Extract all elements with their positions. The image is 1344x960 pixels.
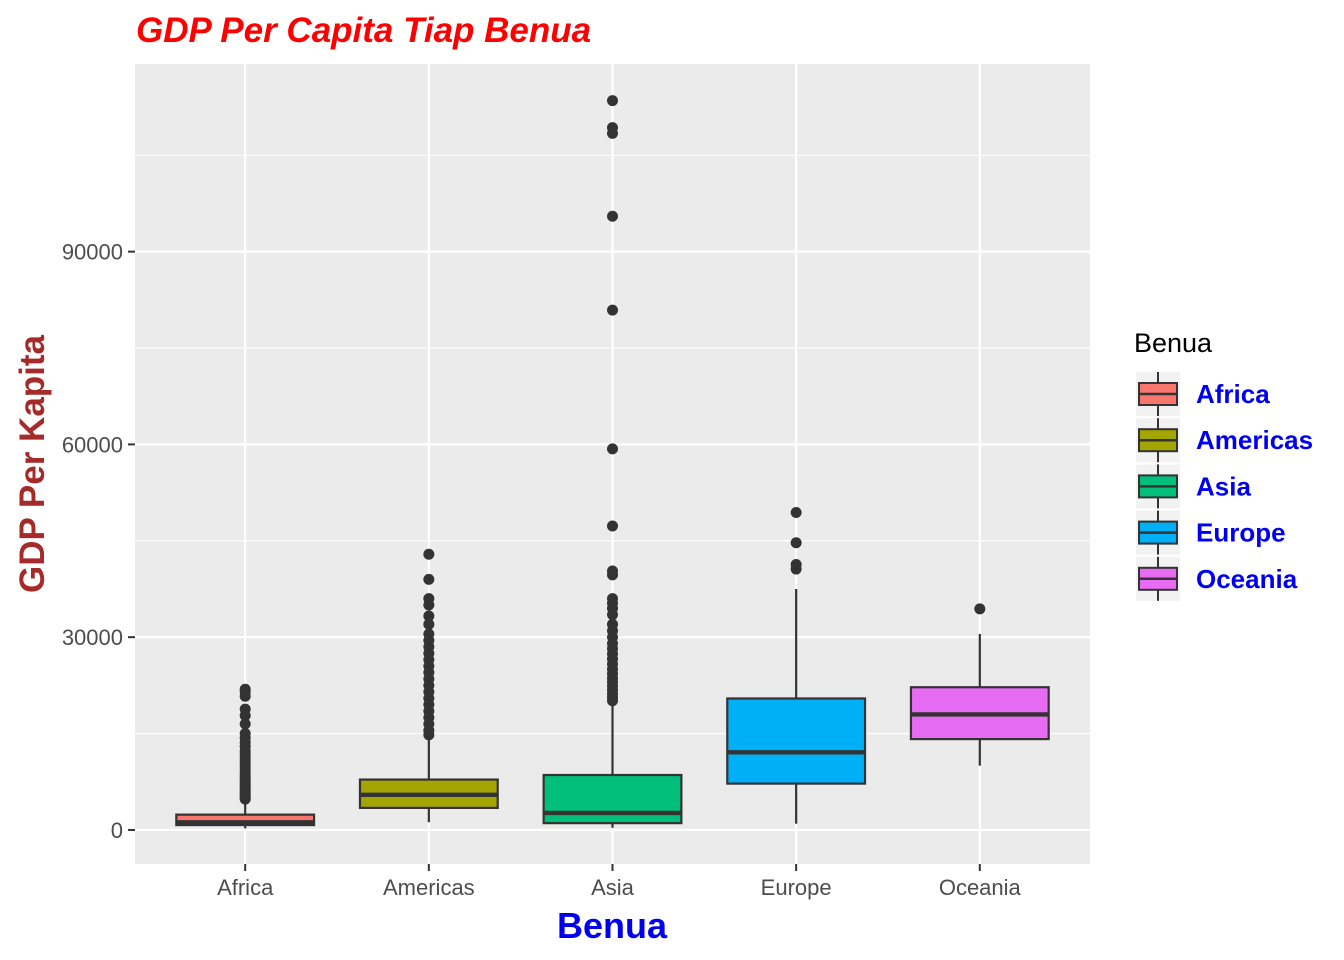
- outlier-point: [239, 703, 251, 715]
- outlier-point: [607, 520, 618, 532]
- legend-title: Benua: [1134, 328, 1213, 358]
- legend-label: Europe: [1196, 518, 1286, 548]
- box-iqr: [726, 697, 867, 785]
- outlier-point: [423, 593, 435, 605]
- legend-item-asia: Asia: [1136, 464, 1251, 509]
- outlier-point: [607, 95, 618, 107]
- outlier-point: [239, 683, 251, 695]
- chart-title: GDP Per Capita Tiap Benua: [136, 11, 591, 50]
- legend-label: Asia: [1196, 471, 1251, 501]
- x-tick-label: Europe: [761, 875, 832, 900]
- box-iqr: [542, 773, 683, 825]
- outlier-point: [423, 628, 435, 640]
- outlier-point: [790, 537, 802, 549]
- legend-item-europe: Europe: [1136, 510, 1286, 555]
- y-tick-label: 90000: [62, 240, 123, 265]
- outlier-point: [790, 559, 802, 571]
- outlier-point: [423, 548, 435, 560]
- x-tick-label: Africa: [217, 875, 274, 900]
- legend: Benua Africa Americas Asia Europe Oceania: [1134, 328, 1313, 601]
- x-tick-label: Americas: [383, 875, 475, 900]
- box-europe: [726, 507, 867, 824]
- outlier-point: [607, 122, 618, 134]
- outlier-point: [790, 507, 802, 519]
- legend-item-americas: Americas: [1136, 418, 1313, 463]
- box-oceania: [909, 603, 1050, 766]
- box-iqr: [175, 813, 316, 827]
- y-tick-label: 0: [111, 818, 123, 843]
- outlier-point: [423, 610, 435, 622]
- y-tick-label: 60000: [62, 432, 123, 457]
- outlier-point: [607, 443, 618, 455]
- y-axis-title: GDP Per Kapita: [13, 334, 52, 593]
- legend-label: Africa: [1196, 379, 1270, 409]
- outlier-point: [423, 573, 435, 585]
- outlier-point: [239, 728, 251, 740]
- x-tick-label: Oceania: [939, 875, 1022, 900]
- legend-label: Oceania: [1196, 564, 1298, 594]
- x-tick-label: Asia: [591, 875, 635, 900]
- outlier-point: [974, 603, 986, 615]
- outlier-point: [423, 618, 435, 630]
- outlier-point: [607, 304, 618, 316]
- boxes-layer: [175, 95, 1050, 829]
- outlier-point: [607, 593, 618, 605]
- legend-label: Americas: [1196, 425, 1313, 455]
- outlier-point: [607, 565, 618, 577]
- box-asia: [542, 95, 683, 828]
- legend-item-africa: Africa: [1136, 372, 1270, 416]
- outlier-point: [607, 618, 618, 630]
- x-axis-title: Benua: [557, 905, 668, 946]
- legend-item-oceania: Oceania: [1136, 556, 1298, 601]
- box-africa: [175, 683, 316, 829]
- outlier-point: [607, 210, 618, 222]
- axes-layer: 0 30000 60000 90000 Africa Americas Asia Europe…: [62, 240, 1022, 900]
- box-americas: [358, 548, 499, 823]
- y-tick-label: 30000: [62, 625, 123, 650]
- outlier-point: [239, 718, 251, 730]
